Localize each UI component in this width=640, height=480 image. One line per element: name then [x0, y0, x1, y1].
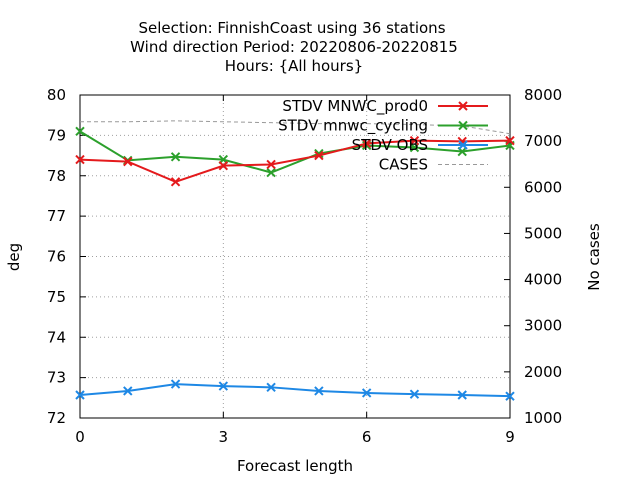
legend-label: STDV MNWC_prod0: [282, 97, 428, 116]
data-point: [314, 386, 324, 396]
data-point: [409, 142, 420, 153]
data-point: [75, 390, 85, 400]
x-tick-label: 9: [505, 428, 515, 446]
data-point: [123, 386, 133, 396]
x-tick-label: 0: [75, 428, 85, 446]
legend-entry: STDV OBS: [352, 136, 488, 154]
y2-tick-label: 7000: [524, 132, 562, 150]
series-stdv-obs: [75, 379, 515, 401]
y-tick-label: 76: [47, 248, 66, 266]
y2-tick-label: 4000: [524, 271, 562, 289]
data-point: [457, 390, 467, 400]
x-axis-label: Forecast length: [237, 457, 353, 475]
y-tick-label: 79: [47, 126, 66, 144]
data-point: [361, 138, 372, 149]
series-stdv-mnwc-prod0: [75, 135, 515, 187]
y-tick-label: 77: [47, 207, 66, 225]
data-point: [361, 388, 372, 398]
y2-axis-label: No cases: [585, 223, 603, 291]
data-point: [218, 381, 229, 391]
y-tick-label: 80: [47, 86, 66, 104]
series-lines: [75, 120, 515, 401]
y-axis-label: deg: [5, 243, 23, 271]
legend-marker: [458, 140, 468, 150]
y2-axis-ticks: 1000 2000 3000 4000 5000 6000 7000 8000: [504, 86, 562, 427]
x-tick-label: 3: [219, 428, 229, 446]
legend-entry: CASES: [379, 156, 488, 174]
data-point: [266, 159, 276, 170]
legend-entry: STDV MNWC_prod0: [282, 97, 488, 116]
y-tick-label: 78: [47, 167, 66, 185]
data-point: [170, 177, 181, 187]
data-point: [218, 160, 229, 171]
data-point: [409, 389, 420, 399]
x-axis-ticks: 0 3 6 9: [75, 95, 515, 446]
y2-tick-label: 1000: [524, 409, 562, 427]
data-point: [170, 152, 181, 162]
title-line-1: Selection: FinnishCoast using 36 station…: [138, 19, 445, 37]
series-line: [79, 383, 511, 398]
y2-tick-label: 8000: [524, 86, 562, 104]
series-stdv-mnwc-cycling: [75, 126, 515, 178]
title-line-2: Wind direction Period: 20220806-20220815: [130, 38, 458, 56]
series-line: [79, 139, 511, 183]
y-tick-label: 73: [47, 369, 66, 387]
data-point: [409, 135, 420, 146]
data-point: [75, 126, 85, 137]
legend-label: STDV mnwc_cycling: [278, 117, 428, 136]
data-point: [505, 391, 515, 401]
y-tick-label: 74: [47, 328, 66, 346]
data-point: [266, 167, 276, 178]
x-tick-label: 6: [362, 428, 372, 446]
data-point: [314, 150, 324, 161]
data-point: [505, 135, 515, 146]
title-line-3: Hours: {All hours}: [225, 57, 363, 75]
data-point: [266, 382, 276, 393]
data-point: [75, 154, 85, 165]
series-line: [79, 130, 511, 174]
y2-tick-label: 5000: [524, 224, 562, 242]
legend-entry: STDV mnwc_cycling: [278, 117, 488, 136]
legend-label: CASES: [379, 156, 428, 174]
y2-tick-label: 2000: [524, 363, 562, 381]
y-tick-label: 72: [47, 409, 66, 427]
y2-tick-label: 3000: [524, 317, 562, 335]
y-axis-ticks: 72 73 74 75 76 77 78 79 80: [47, 86, 86, 427]
legend-marker: [458, 101, 468, 111]
y-tick-label: 75: [47, 288, 66, 306]
data-point: [123, 156, 133, 167]
grid-lines: [80, 95, 510, 418]
chart-title: Selection: FinnishCoast using 36 station…: [130, 19, 458, 75]
data-point: [170, 379, 181, 389]
legend-label: STDV OBS: [352, 136, 428, 154]
y2-tick-label: 6000: [524, 178, 562, 196]
legend-marker: [458, 120, 468, 131]
